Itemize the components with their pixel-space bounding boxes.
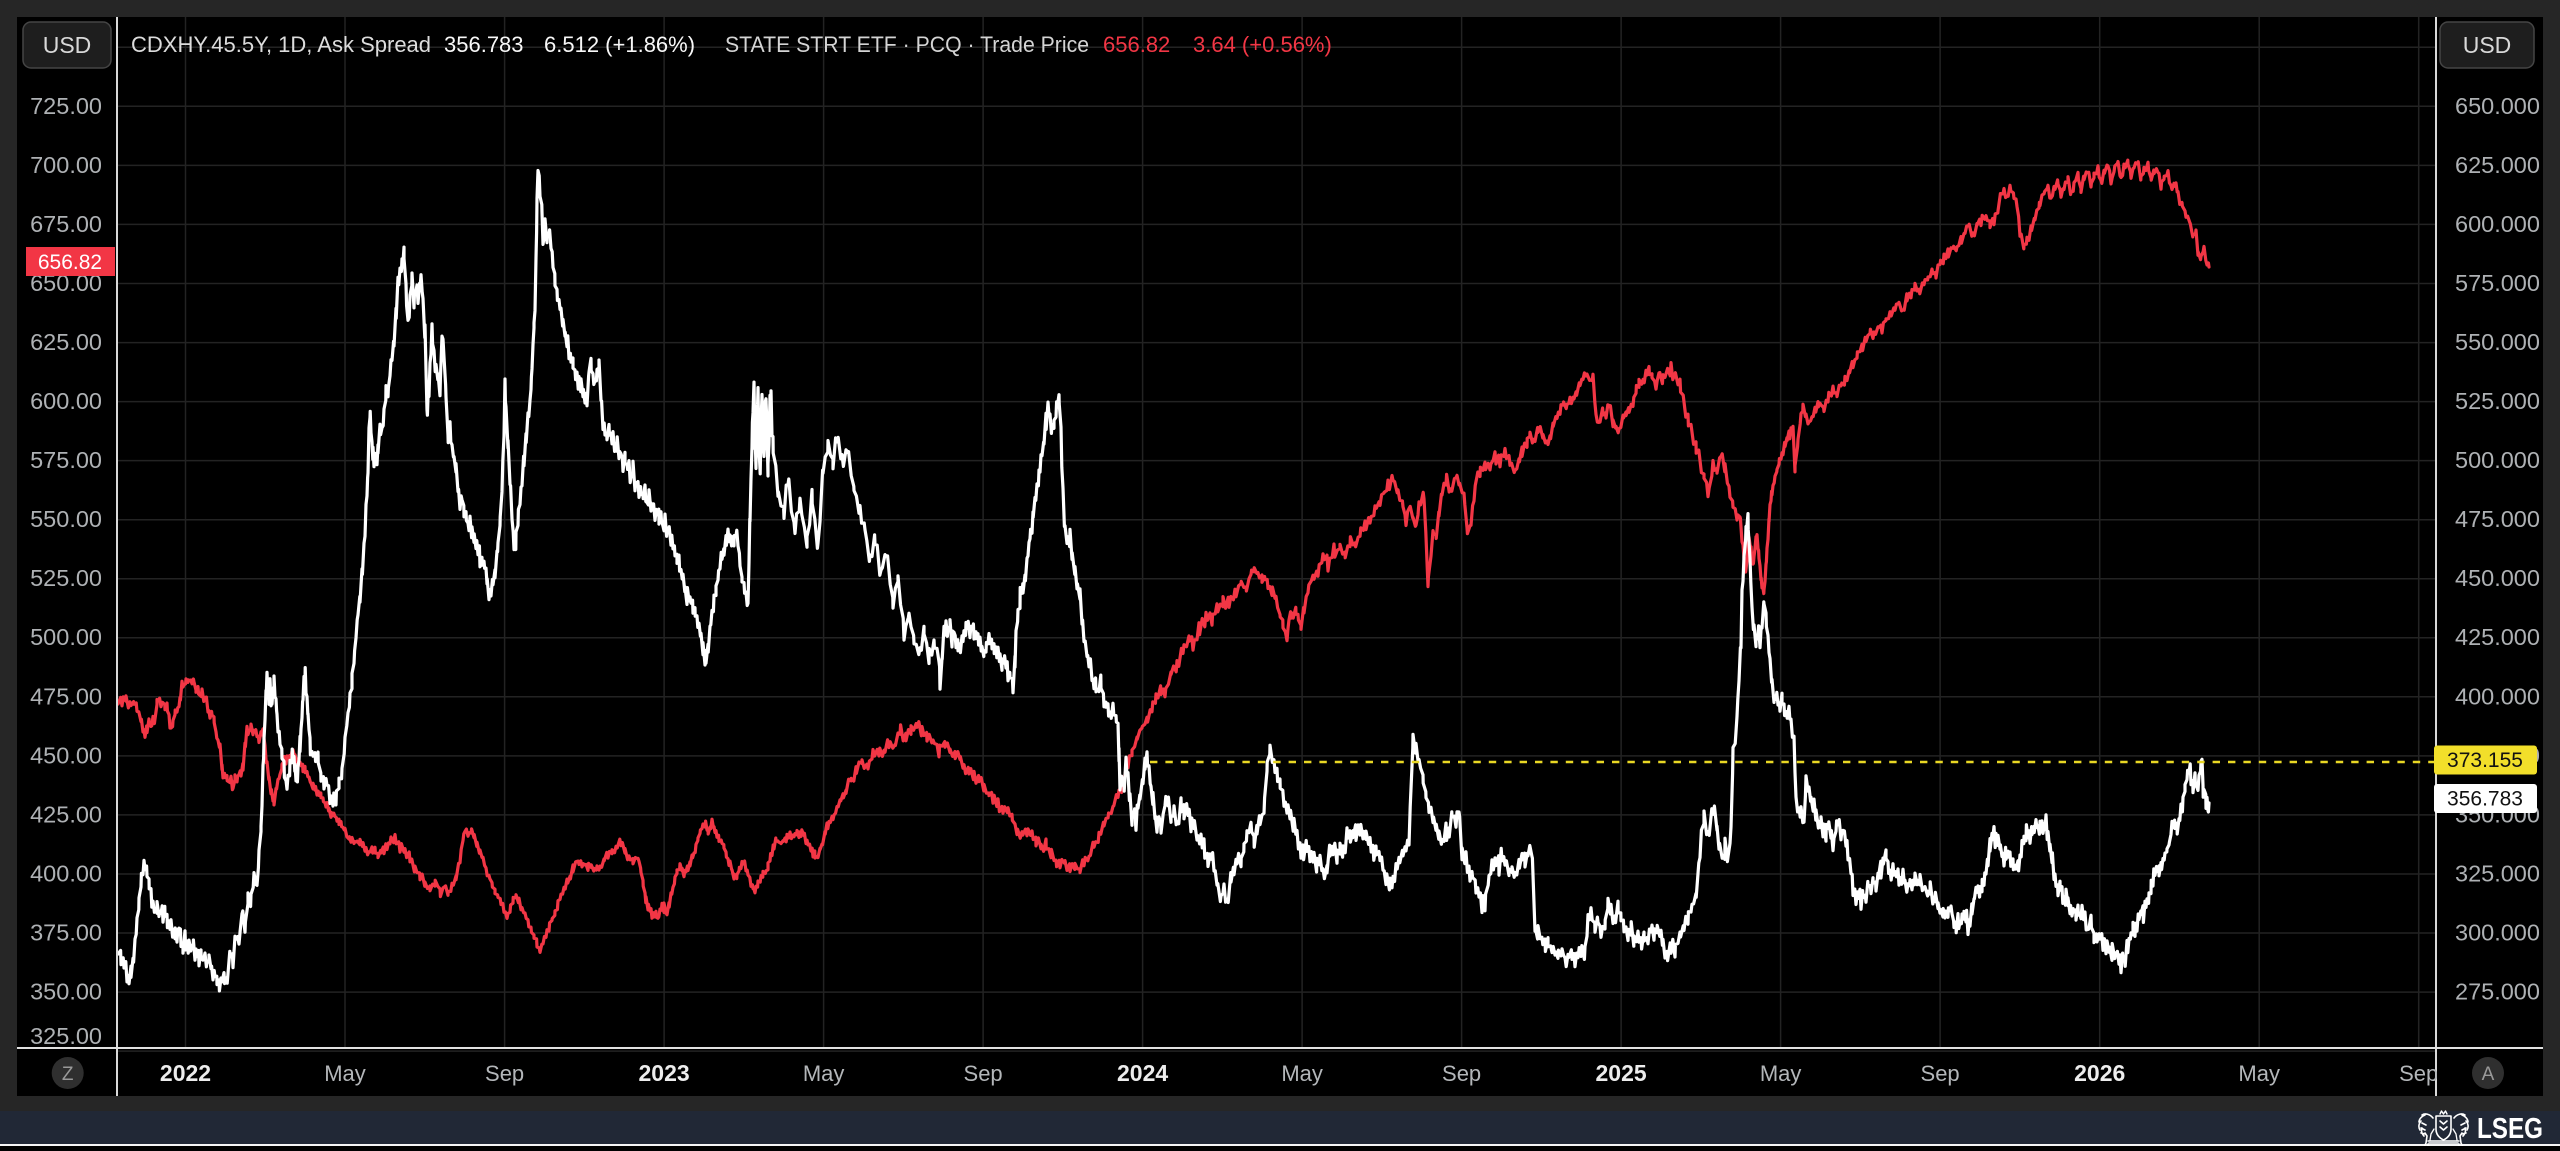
svg-text:3.64 (+0.56%): 3.64 (+0.56%) [1193,32,1332,57]
svg-text:May: May [803,1061,845,1086]
svg-text:May: May [2238,1061,2280,1086]
svg-text:550.00: 550.00 [30,506,102,532]
svg-text:625.000: 625.000 [2455,152,2540,178]
svg-text:625.00: 625.00 [30,329,102,355]
svg-text:400.000: 400.000 [2455,683,2540,709]
svg-text:656.82: 656.82 [38,251,102,274]
svg-text:May: May [1281,1061,1323,1086]
svg-text:Sep: Sep [485,1061,524,1086]
svg-text:Sep: Sep [1442,1061,1481,1086]
svg-text:656.82: 656.82 [1103,32,1170,57]
svg-text:356.783: 356.783 [444,32,524,57]
svg-text:CDXHY.45.5Y, 1D, Ask Spread: CDXHY.45.5Y, 1D, Ask Spread [131,32,431,57]
svg-text:Z: Z [62,1064,74,1085]
svg-text:May: May [324,1061,366,1086]
svg-text:Sep: Sep [964,1061,1003,1086]
svg-text:2022: 2022 [160,1060,211,1086]
svg-text:275.000: 275.000 [2455,979,2540,1005]
svg-text:Sep: Sep [2399,1061,2438,1086]
svg-text:Sep: Sep [1921,1061,1960,1086]
svg-text:600.000: 600.000 [2455,211,2540,237]
svg-text:500.000: 500.000 [2455,447,2540,473]
svg-text:325.000: 325.000 [2455,860,2540,886]
svg-text:700.00: 700.00 [30,152,102,178]
svg-text:2026: 2026 [2074,1060,2125,1086]
svg-text:550.000: 550.000 [2455,329,2540,355]
svg-text:725.00: 725.00 [30,93,102,119]
svg-text:2023: 2023 [639,1060,690,1086]
svg-text:475.00: 475.00 [30,683,102,709]
svg-text:450.000: 450.000 [2455,565,2540,591]
svg-text:USD: USD [43,32,92,58]
svg-text:450.00: 450.00 [30,742,102,768]
svg-text:525.00: 525.00 [30,565,102,591]
svg-text:300.000: 300.000 [2455,920,2540,946]
svg-text:500.00: 500.00 [30,624,102,650]
svg-text:6.512 (+1.86%): 6.512 (+1.86%) [544,32,695,57]
svg-text:356.783: 356.783 [2447,788,2523,811]
svg-text:600.00: 600.00 [30,388,102,414]
svg-text:STATE STRT ETF · PCQ · Trade P: STATE STRT ETF · PCQ · Trade Price [725,32,1089,57]
svg-text:675.00: 675.00 [30,211,102,237]
svg-text:525.000: 525.000 [2455,388,2540,414]
svg-text:May: May [1760,1061,1802,1086]
svg-text:USD: USD [2463,32,2512,58]
svg-text:400.00: 400.00 [30,860,102,886]
svg-text:A: A [2482,1064,2495,1085]
svg-text:425.000: 425.000 [2455,624,2540,650]
svg-text:475.000: 475.000 [2455,506,2540,532]
svg-text:650.000: 650.000 [2455,93,2540,119]
svg-text:2024: 2024 [1117,1060,1168,1086]
svg-text:350.00: 350.00 [30,979,102,1005]
svg-text:375.00: 375.00 [30,920,102,946]
svg-text:425.00: 425.00 [30,801,102,827]
svg-text:LSEG: LSEG [2477,1113,2543,1145]
svg-text:575.00: 575.00 [30,447,102,473]
svg-text:373.155: 373.155 [2447,749,2523,772]
svg-text:2025: 2025 [1596,1060,1647,1086]
svg-text:575.000: 575.000 [2455,270,2540,296]
svg-text:325.00: 325.00 [30,1023,102,1049]
